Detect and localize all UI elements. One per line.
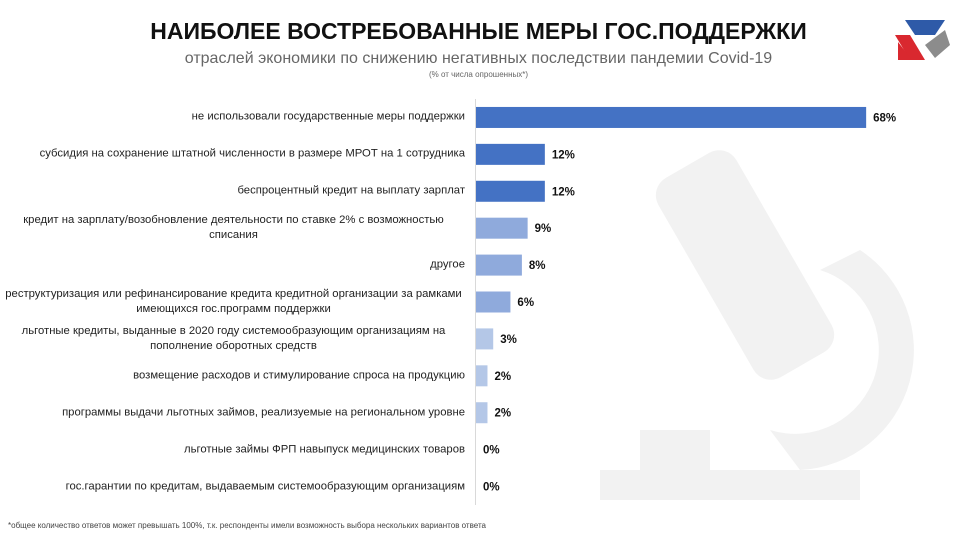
value-label: 12% [552, 149, 575, 161]
bar [476, 365, 488, 387]
category-label: другое [2, 258, 465, 273]
category-label: субсидия на сохранение штатной численнос… [2, 147, 465, 162]
value-label: 2% [494, 408, 511, 420]
logo [895, 20, 950, 60]
bar [476, 143, 545, 165]
bar [476, 217, 528, 239]
subtitle: отраслей экономики по снижению негативны… [184, 50, 773, 67]
bar [476, 328, 494, 350]
category-label: возмещение расходов и стимулирование спр… [2, 368, 465, 383]
category-text: льготные кредиты, выданные в 2020 году с… [21, 324, 446, 352]
category-text: гос.гарантии по кредитам, выдаваемым сис… [65, 480, 465, 493]
value-label: 68% [873, 112, 896, 124]
category-text: другое [430, 258, 465, 271]
category-text: возмещение расходов и стимулирование спр… [133, 369, 465, 382]
footnote: *общее количество ответов может превышат… [8, 521, 486, 530]
bar [476, 402, 488, 424]
category-text: не использовали государственные меры под… [191, 110, 465, 123]
category-text: реструктуризация или рефинансирование кр… [5, 288, 462, 315]
background-microscope [600, 150, 914, 500]
value-label: 0% [483, 445, 500, 457]
category-label: реструктуризация или рефинансирование кр… [2, 287, 465, 317]
category-text: беспроцентный кредит на выплату зарплат [237, 184, 465, 197]
bar [476, 254, 522, 276]
value-label: 6% [517, 297, 534, 309]
category-label: не использовали государственные меры под… [2, 110, 465, 125]
bar [476, 291, 511, 313]
category-label: льготные займы ФРП навыпуск медицинских … [2, 442, 465, 457]
value-label: 3% [500, 334, 517, 346]
note: (% от числа опрошенных*) [428, 70, 529, 79]
bar [476, 180, 545, 202]
value-label: 0% [483, 482, 500, 494]
category-label: программы выдачи льготных займов, реализ… [2, 405, 465, 420]
bar [476, 106, 867, 128]
category-text: субсидия на сохранение штатной численнос… [39, 147, 465, 160]
value-label: 9% [535, 223, 552, 235]
category-text: кредит на зарплату/возобновление деятель… [23, 214, 444, 242]
category-text: льготные займы ФРП навыпуск медицинских … [184, 443, 465, 456]
category-label: льготные кредиты, выданные в 2020 году с… [2, 324, 465, 354]
value-label: 8% [529, 260, 546, 272]
title: НАИБОЛЕЕ ВОСТРЕБОВАННЫЕ МЕРЫ ГОС.ПОДДЕРЖ… [150, 18, 807, 44]
value-label: 12% [552, 186, 575, 198]
value-label: 2% [494, 371, 511, 383]
category-text: программы выдачи льготных займов, реализ… [62, 406, 465, 419]
category-label: кредит на зарплату/возобновление деятель… [2, 213, 465, 243]
category-label: беспроцентный кредит на выплату зарплат [2, 184, 465, 199]
category-label: гос.гарантии по кредитам, выдаваемым сис… [2, 479, 465, 494]
